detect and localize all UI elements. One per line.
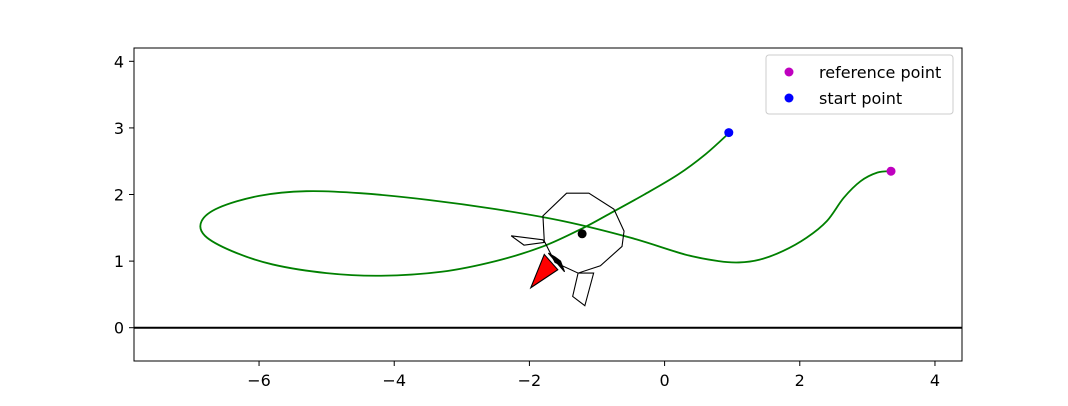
robot-body (542, 192, 625, 274)
x-tick-label: 4 (930, 371, 940, 390)
legend: reference point start point (765, 54, 954, 115)
y-axis-ticks: 0 1 2 3 4 (114, 52, 134, 338)
y-tick-label: 3 (114, 119, 124, 138)
legend-box (765, 54, 954, 115)
points-layer (577, 128, 896, 239)
y-tick-label: 2 (114, 186, 124, 205)
robot-layer (510, 192, 625, 307)
robot-leg-bottom (572, 272, 595, 307)
x-tick-label: 0 (660, 371, 670, 390)
start-point-marker (724, 128, 734, 138)
axes-frame (133, 47, 963, 362)
axes-border (133, 47, 963, 362)
trajectory-layer (199, 132, 892, 277)
robot-leg-left (510, 235, 546, 246)
y-tick-label: 1 (114, 252, 124, 271)
center-point (577, 229, 587, 239)
thruster-flame (529, 253, 559, 290)
thruster-arrow (547, 252, 566, 273)
trajectory-line (199, 132, 892, 277)
x-axis-ticks: −6 −4 −2 0 2 4 (247, 361, 940, 390)
y-tick-label: 4 (114, 52, 124, 71)
y-tick-label: 0 (114, 319, 124, 338)
legend-marker (784, 67, 794, 77)
legend-label: start point (819, 89, 902, 108)
legend-marker (784, 93, 794, 103)
legend-label: reference point (819, 63, 941, 82)
x-tick-label: −2 (518, 371, 542, 390)
reference-point-marker (886, 166, 896, 176)
x-tick-label: −4 (382, 371, 406, 390)
x-tick-label: −6 (247, 371, 271, 390)
x-tick-label: 2 (795, 371, 805, 390)
